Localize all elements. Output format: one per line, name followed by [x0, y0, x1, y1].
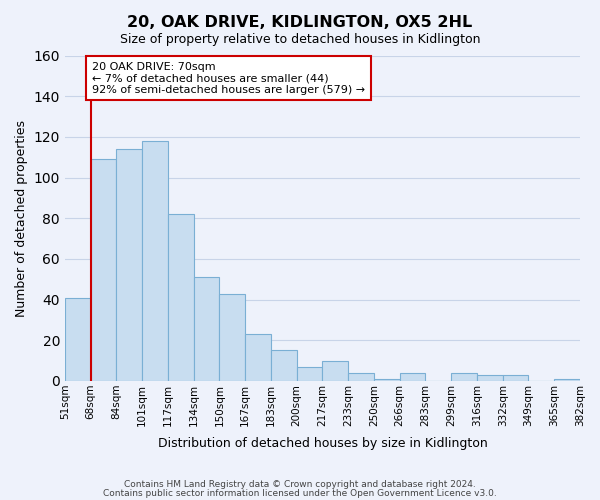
Bar — [194, 277, 220, 381]
Bar — [271, 350, 297, 381]
Bar — [220, 294, 245, 381]
Text: 20, OAK DRIVE, KIDLINGTON, OX5 2HL: 20, OAK DRIVE, KIDLINGTON, OX5 2HL — [127, 15, 473, 30]
Bar — [297, 366, 322, 381]
Bar — [245, 334, 271, 381]
Bar — [451, 373, 477, 381]
Text: Size of property relative to detached houses in Kidlington: Size of property relative to detached ho… — [120, 32, 480, 46]
Bar — [503, 375, 529, 381]
Bar — [168, 214, 194, 381]
Bar — [554, 379, 580, 381]
Bar — [65, 298, 91, 381]
Bar — [116, 149, 142, 381]
Bar — [348, 373, 374, 381]
Bar — [91, 159, 116, 381]
Text: 20 OAK DRIVE: 70sqm
← 7% of detached houses are smaller (44)
92% of semi-detache: 20 OAK DRIVE: 70sqm ← 7% of detached hou… — [92, 62, 365, 95]
Bar — [400, 373, 425, 381]
Text: Contains HM Land Registry data © Crown copyright and database right 2024.: Contains HM Land Registry data © Crown c… — [124, 480, 476, 489]
Y-axis label: Number of detached properties: Number of detached properties — [15, 120, 28, 316]
Text: Contains public sector information licensed under the Open Government Licence v3: Contains public sector information licen… — [103, 488, 497, 498]
Bar — [142, 141, 168, 381]
Bar — [477, 375, 503, 381]
Bar — [322, 360, 348, 381]
Bar — [374, 379, 400, 381]
X-axis label: Distribution of detached houses by size in Kidlington: Distribution of detached houses by size … — [158, 437, 487, 450]
